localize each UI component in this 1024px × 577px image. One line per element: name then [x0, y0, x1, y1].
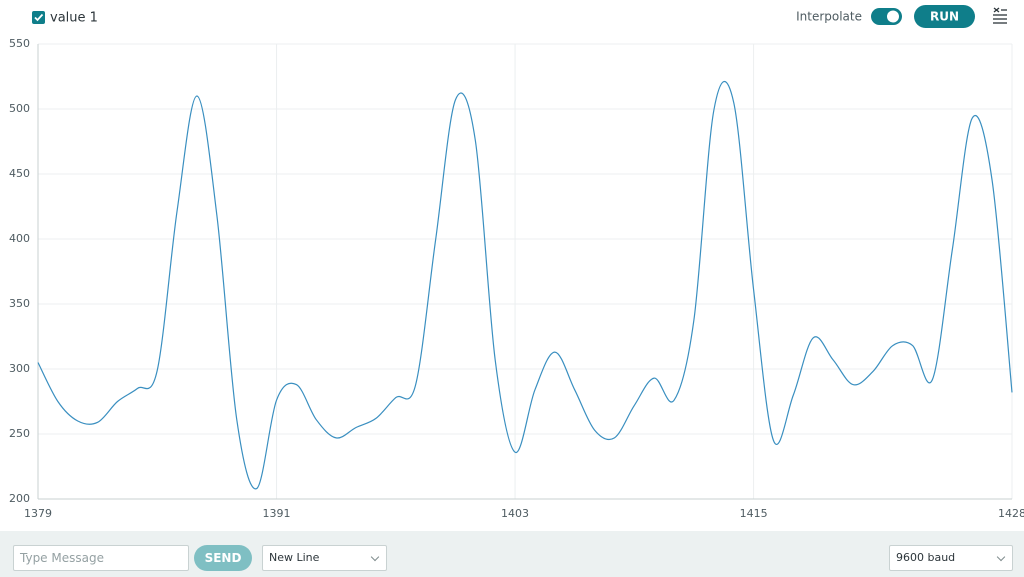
x-tick-label: 1391	[263, 507, 291, 520]
y-tick-label: 300	[9, 362, 30, 375]
y-tick-label: 450	[9, 167, 30, 180]
series-checkbox[interactable]	[32, 11, 45, 24]
y-tick-label: 400	[9, 232, 30, 245]
y-tick-label: 500	[9, 102, 30, 115]
x-tick-label: 1428	[998, 507, 1024, 520]
legend-label[interactable]: value 1	[50, 11, 98, 26]
send-button[interactable]: SEND	[194, 545, 252, 571]
line-ending-select[interactable]: New Line	[262, 545, 387, 571]
clear-icon[interactable]	[993, 7, 1007, 24]
run-label[interactable]: RUN	[930, 10, 959, 24]
y-tick-label: 250	[9, 427, 30, 440]
baud-select[interactable]: 9600 baud	[889, 545, 1013, 571]
y-tick-label: 200	[9, 492, 30, 505]
message-input[interactable]: Type Message	[13, 545, 189, 571]
x-tick-label: 1379	[24, 507, 52, 520]
run-button[interactable]	[914, 5, 975, 28]
y-tick-label: 550	[9, 37, 30, 50]
check-mark	[34, 13, 44, 22]
data-line	[37, 80, 1013, 490]
interpolate-label: Interpolate	[796, 10, 862, 24]
x-tick-label: 1403	[501, 507, 529, 520]
y-tick-label: 350	[9, 297, 30, 310]
x-tick-label: 1415	[740, 507, 768, 520]
toggle-knob	[887, 10, 899, 23]
